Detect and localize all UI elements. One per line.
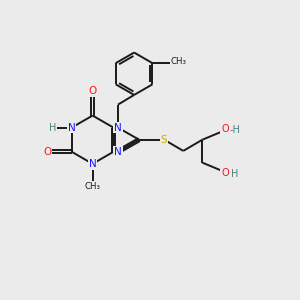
Text: CH₃: CH₃ — [85, 182, 101, 191]
Text: O: O — [88, 86, 97, 96]
Text: N: N — [89, 159, 97, 169]
Text: N: N — [68, 123, 76, 133]
Text: N: N — [114, 147, 122, 157]
Text: O: O — [221, 168, 229, 178]
Text: O: O — [221, 124, 229, 134]
Text: H: H — [231, 169, 238, 179]
Text: -H: -H — [230, 125, 240, 135]
Text: O: O — [44, 147, 52, 157]
Text: H: H — [49, 123, 56, 133]
Text: S: S — [161, 135, 167, 145]
Text: CH₃: CH₃ — [171, 57, 187, 66]
Text: N: N — [114, 123, 122, 133]
